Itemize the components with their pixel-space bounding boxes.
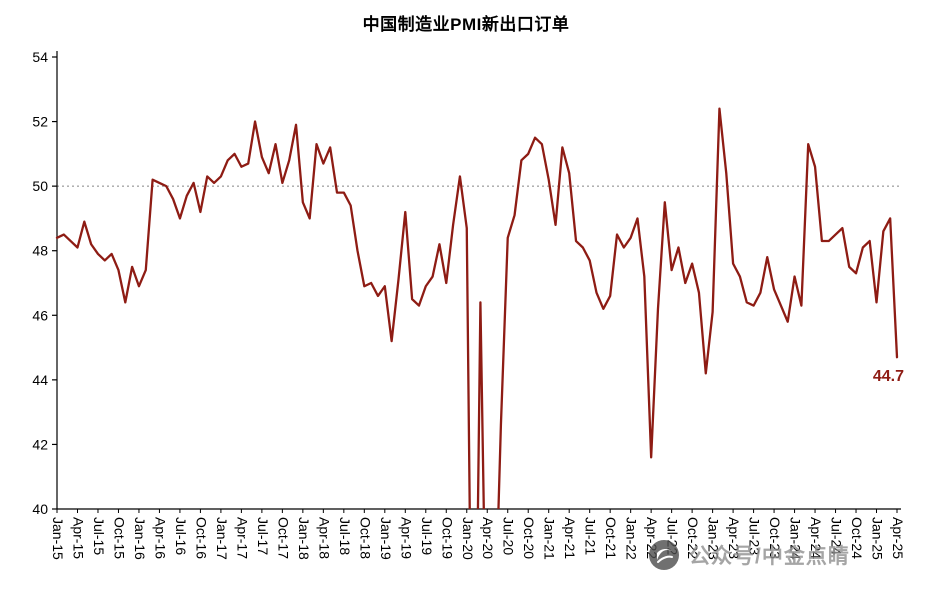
x-axis-tick-label: Jan-23 <box>706 517 722 560</box>
x-axis-tick-label: Oct-17 <box>275 517 291 559</box>
x-axis-tick-label: Jul-19 <box>419 517 435 555</box>
y-axis-tick-label: 54 <box>32 49 48 65</box>
x-axis-tick-label: Apr-23 <box>726 517 742 559</box>
x-axis-tick-label: Jul-20 <box>501 517 517 555</box>
x-axis-tick-label: Oct-23 <box>767 517 783 559</box>
y-axis-tick-label: 42 <box>32 436 48 452</box>
chart-title: 中国制造业PMI新出口订单 <box>362 15 570 34</box>
x-axis-tick-label: Jan-18 <box>296 517 312 560</box>
y-axis-tick-label: 44 <box>32 372 48 388</box>
pmi-new-export-orders-line <box>55 107 899 509</box>
x-axis-tick-label: Jan-22 <box>624 517 640 560</box>
x-axis-tick-label: Jan-20 <box>460 517 476 560</box>
x-axis-tick-label: Apr-24 <box>808 517 824 559</box>
x-axis-tick-label: Jul-23 <box>747 517 763 555</box>
y-axis-tick-label: 50 <box>32 178 48 194</box>
x-axis-tick-label: Apr-25 <box>890 517 906 559</box>
x-axis-tick-label: Jul-24 <box>829 517 845 555</box>
x-axis-tick-label: Oct-16 <box>193 517 209 559</box>
x-axis-tick-label: Apr-17 <box>234 517 250 559</box>
x-axis-tick-label: Apr-16 <box>152 517 168 559</box>
x-axis-tick-label: Jul-18 <box>337 517 353 555</box>
x-axis-tick-label: Oct-15 <box>111 517 127 559</box>
x-axis-tick-label: Jul-21 <box>583 517 599 555</box>
x-axis-tick-label: Apr-19 <box>398 517 414 559</box>
x-axis-tick-label: Jan-21 <box>542 517 558 560</box>
y-axis-tick-label: 46 <box>32 307 48 323</box>
y-axis-tick-label: 52 <box>32 114 48 130</box>
x-axis-tick-label: Apr-18 <box>316 517 332 559</box>
x-axis-tick-label: Oct-21 <box>603 517 619 559</box>
x-axis-tick-label: Oct-22 <box>685 517 701 559</box>
x-axis-tick-label: Jan-24 <box>788 517 804 560</box>
x-axis-tick-label: Oct-24 <box>849 517 865 559</box>
x-axis-tick-label: Jul-17 <box>255 517 271 555</box>
y-axis-tick-label: 40 <box>32 501 48 517</box>
last-value-annotation: 44.7 <box>872 368 904 385</box>
x-axis-tick-label: Oct-19 <box>439 517 455 559</box>
y-axis-tick-label: 48 <box>32 243 48 259</box>
x-axis-tick-label: Apr-20 <box>480 517 496 559</box>
x-axis-tick-label: Jan-19 <box>378 517 394 560</box>
x-axis-tick-label: Jan-17 <box>214 517 230 560</box>
x-axis-tick-label: Apr-15 <box>70 517 86 559</box>
x-axis-tick-label: Apr-22 <box>644 517 660 559</box>
x-axis-tick-label: Jul-22 <box>665 517 681 555</box>
x-axis-tick-label: Jan-15 <box>50 517 66 560</box>
x-axis-tick-label: Jul-15 <box>91 517 107 555</box>
x-axis-tick-label: Jan-16 <box>132 517 148 560</box>
x-axis-tick-label: Apr-21 <box>562 517 578 559</box>
x-axis-tick-label: Jul-16 <box>173 517 189 555</box>
x-axis-tick-label: Oct-20 <box>521 517 537 559</box>
x-axis-tick-label: Jan-25 <box>870 517 886 560</box>
x-axis-tick-label: Oct-18 <box>357 517 373 559</box>
